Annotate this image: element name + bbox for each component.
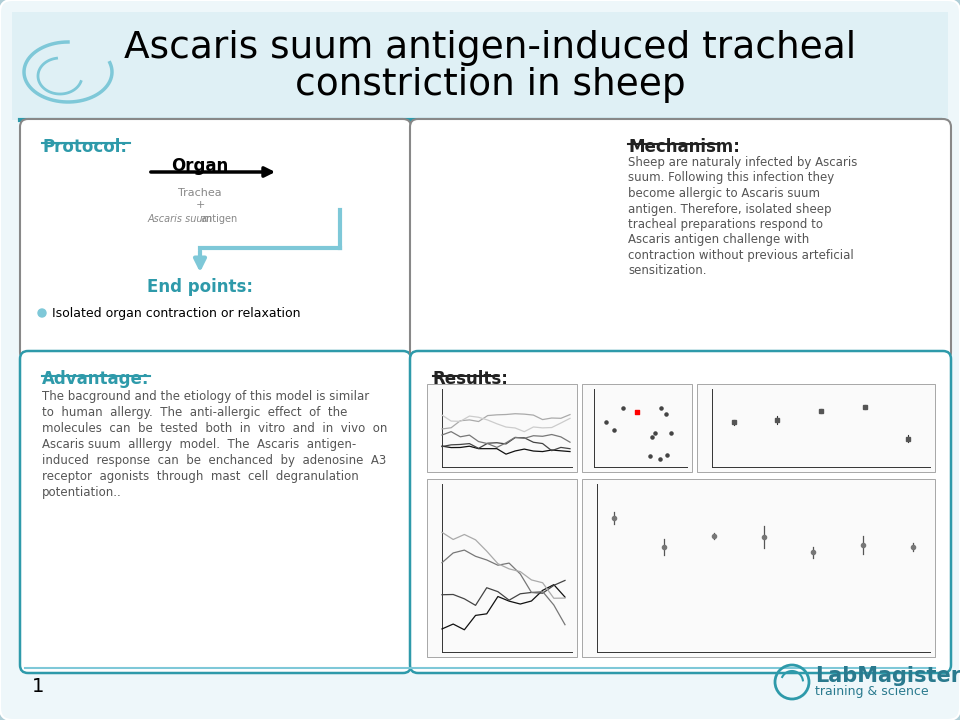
Point [606, 425, 621, 436]
Text: Trachea: Trachea [179, 188, 222, 198]
Text: molecules  can  be  tested  both  in  vitro  and  in  vivo  on: molecules can be tested both in vitro an… [42, 422, 388, 435]
Point [598, 416, 613, 428]
Text: potentiation..: potentiation.. [42, 486, 122, 499]
Text: Organ: Organ [172, 157, 228, 175]
FancyBboxPatch shape [697, 384, 935, 472]
Text: Ascaris suum  alllergy  model.  The  Ascaris  antigen-: Ascaris suum alllergy model. The Ascaris… [42, 438, 356, 451]
Text: training & science: training & science [815, 685, 928, 698]
Point [647, 427, 662, 438]
Text: contraction without previous arteficial: contraction without previous arteficial [628, 249, 853, 262]
Text: tracheal preparations respond to: tracheal preparations respond to [628, 218, 823, 231]
Text: Ascaris suum: Ascaris suum [148, 214, 213, 224]
FancyBboxPatch shape [12, 12, 948, 120]
Text: induced  response  can  be  enchanced  by  adenosine  A3: induced response can be enchanced by ade… [42, 454, 386, 467]
Point [644, 431, 660, 443]
Text: Results:: Results: [433, 370, 509, 388]
Text: receptor  agonists  through  mast  cell  degranulation: receptor agonists through mast cell degr… [42, 470, 359, 483]
Point [653, 453, 668, 464]
Text: LabMagister: LabMagister [815, 666, 960, 686]
FancyBboxPatch shape [20, 351, 411, 673]
Text: The bacground and the etiology of this model is similar: The bacground and the etiology of this m… [42, 390, 370, 403]
FancyBboxPatch shape [20, 119, 411, 360]
Text: End points:: End points: [147, 278, 253, 296]
Text: antigen: antigen [200, 214, 237, 224]
Text: Isolated organ contraction or relaxation: Isolated organ contraction or relaxation [52, 307, 300, 320]
Text: Protocol:: Protocol: [42, 138, 127, 156]
Text: +: + [195, 200, 204, 210]
Text: Advantage:: Advantage: [42, 370, 150, 388]
Text: become allergic to Ascaris suum: become allergic to Ascaris suum [628, 187, 820, 200]
Text: Ascaris antigen challenge with: Ascaris antigen challenge with [628, 233, 809, 246]
FancyBboxPatch shape [427, 479, 577, 657]
Point [663, 427, 679, 438]
Text: antigen. Therefore, isolated sheep: antigen. Therefore, isolated sheep [628, 202, 831, 215]
Text: to  human  allergy.  The  anti-allergic  effect  of  the: to human allergy. The anti-allergic effe… [42, 406, 348, 419]
FancyBboxPatch shape [427, 384, 577, 472]
Text: Mechanism:: Mechanism: [628, 138, 740, 156]
Point [615, 402, 631, 414]
Point [653, 402, 668, 414]
Point [630, 406, 645, 418]
Text: constriction in sheep: constriction in sheep [295, 67, 685, 103]
Text: 1: 1 [32, 677, 44, 696]
Point [630, 406, 645, 418]
FancyBboxPatch shape [582, 384, 692, 472]
Point [660, 449, 675, 461]
Text: Ascaris suum antigen-induced tracheal: Ascaris suum antigen-induced tracheal [124, 30, 856, 66]
Point [659, 408, 674, 420]
FancyBboxPatch shape [410, 119, 951, 360]
FancyBboxPatch shape [582, 479, 935, 657]
Text: suum. Following this infection they: suum. Following this infection they [628, 171, 834, 184]
Circle shape [38, 309, 46, 317]
Text: Sheep are naturaly infected by Ascaris: Sheep are naturaly infected by Ascaris [628, 156, 857, 169]
Text: sensitization.: sensitization. [628, 264, 707, 277]
FancyBboxPatch shape [410, 351, 951, 673]
Point [643, 450, 659, 462]
